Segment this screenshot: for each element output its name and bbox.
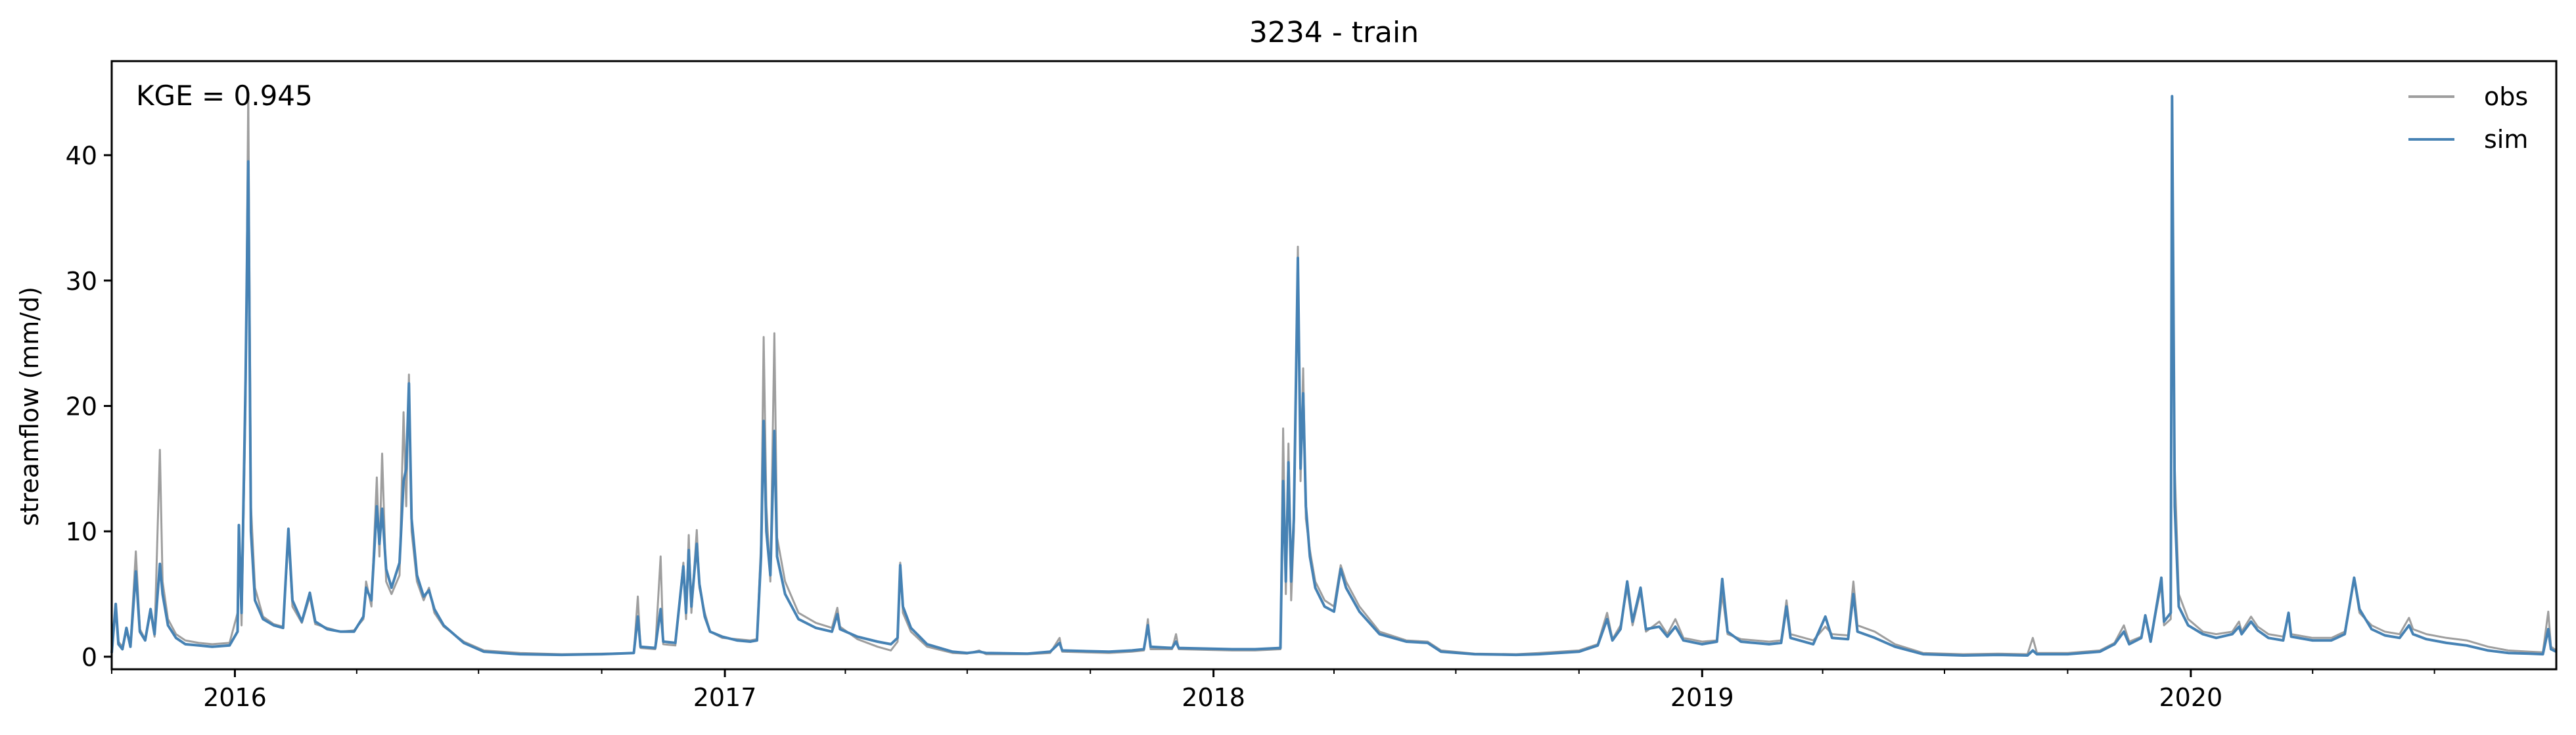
x-tick-label: 2019 [1670,683,1734,712]
x-tick-label: 2020 [2159,683,2222,712]
legend-sim-label: sim [2484,125,2528,154]
y-tick-label: 30 [66,267,97,296]
plot-area: 0 10 20 30 40 2016 2017 2018 2019 2020 [66,60,2558,712]
kge-annotation: KGE = 0.945 [136,80,313,112]
chart-title: 3234 - train [1249,16,1419,49]
legend: obs sim [2408,82,2528,154]
x-axis-ticks: 2016 2017 2018 2019 2020 [111,669,2435,712]
x-tick-label: 2017 [693,683,757,712]
x-tick-label: 2016 [203,683,267,712]
series-layer [110,91,2557,657]
y-tick-label: 20 [66,392,97,421]
y-tick-label: 0 [81,643,97,672]
legend-obs-label: obs [2484,82,2528,111]
y-axis-label: streamflow (mm/d) [15,287,44,526]
y-tick-label: 40 [66,141,97,170]
y-axis-ticks: 0 10 20 30 40 [66,141,112,672]
y-tick-label: 10 [66,517,97,546]
plot-frame [110,60,2558,671]
series-line-sim [110,95,2557,657]
x-tick-label: 2018 [1182,683,1245,712]
